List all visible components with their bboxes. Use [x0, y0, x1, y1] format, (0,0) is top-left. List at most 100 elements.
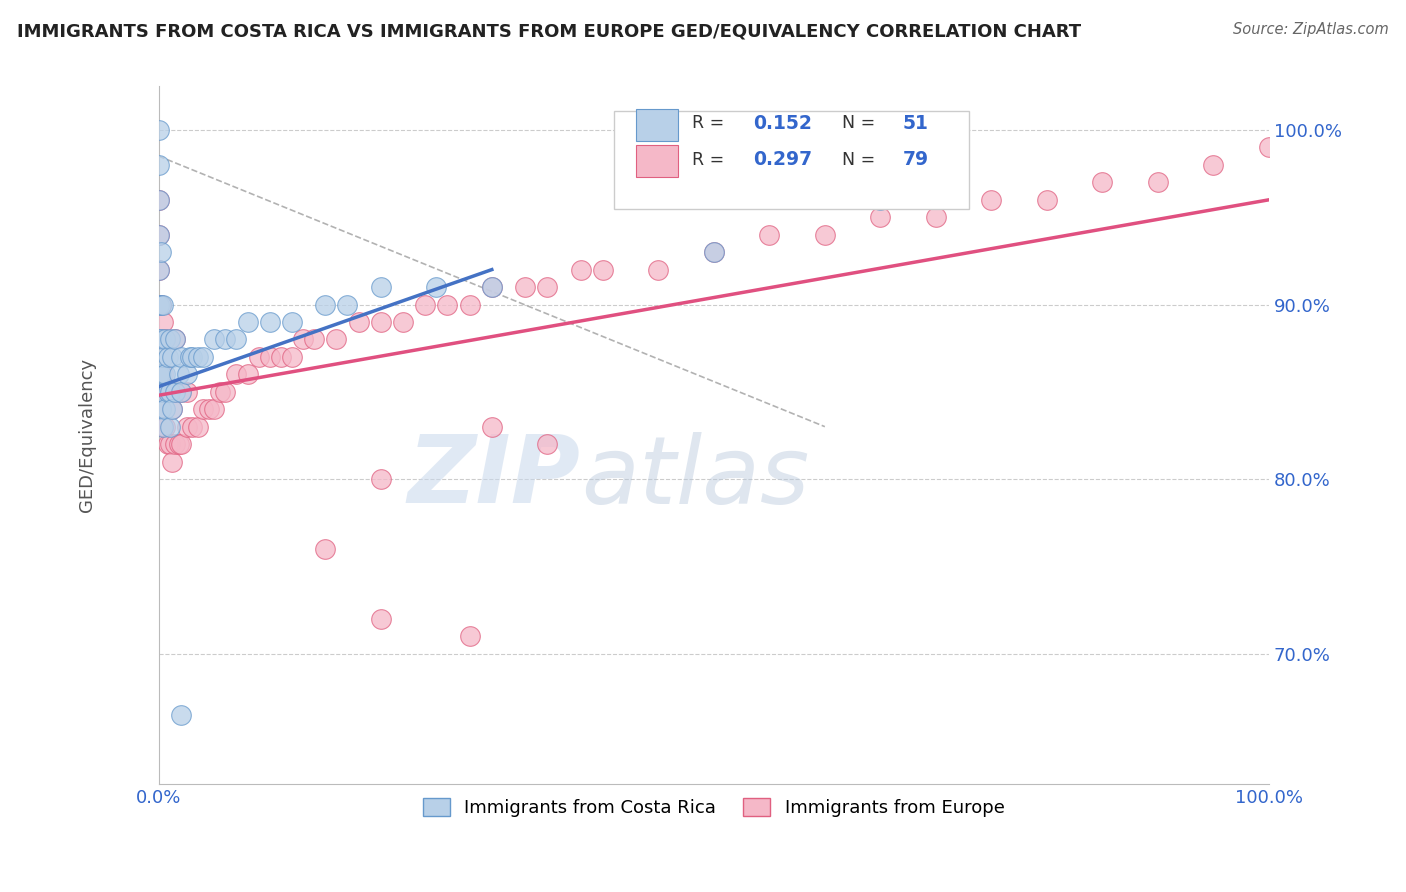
Point — [148, 262, 170, 277]
Point — [155, 368, 177, 382]
Point — [370, 612, 392, 626]
Point — [179, 350, 201, 364]
FancyBboxPatch shape — [614, 111, 969, 209]
Point — [150, 402, 173, 417]
Legend: Immigrants from Costa Rica, Immigrants from Europe: Immigrants from Costa Rica, Immigrants f… — [416, 790, 1012, 824]
Point — [170, 384, 193, 399]
Point — [150, 297, 173, 311]
Point — [980, 193, 1002, 207]
Point — [148, 297, 170, 311]
Point — [647, 262, 669, 277]
Point — [187, 419, 209, 434]
Point — [281, 315, 304, 329]
Point — [152, 419, 174, 434]
Text: 51: 51 — [903, 114, 928, 133]
Point — [392, 315, 415, 329]
Point — [170, 437, 193, 451]
Point — [259, 350, 281, 364]
Bar — [636, 109, 678, 141]
Point — [150, 402, 173, 417]
Point — [159, 437, 181, 451]
Point — [336, 297, 359, 311]
Text: N =: N = — [842, 114, 875, 132]
Point — [325, 333, 347, 347]
Point — [481, 280, 503, 294]
Text: 79: 79 — [903, 150, 929, 169]
Point — [214, 333, 236, 347]
Text: R =: R = — [692, 114, 724, 132]
Point — [270, 350, 292, 364]
Point — [148, 368, 170, 382]
Point — [225, 333, 247, 347]
Point — [176, 384, 198, 399]
Point — [165, 384, 187, 399]
Point — [202, 333, 225, 347]
Point — [314, 541, 336, 556]
Text: 0.297: 0.297 — [752, 150, 811, 169]
Point — [150, 297, 173, 311]
Point — [159, 419, 181, 434]
Point — [167, 368, 190, 382]
Point — [370, 472, 392, 486]
Y-axis label: GED/Equivalency: GED/Equivalency — [79, 359, 96, 513]
Point — [148, 158, 170, 172]
Point — [165, 333, 187, 347]
Point — [159, 333, 181, 347]
Point — [536, 280, 558, 294]
Point — [236, 368, 259, 382]
Point — [152, 297, 174, 311]
Point — [155, 333, 177, 347]
Point — [247, 350, 270, 364]
Point — [425, 280, 447, 294]
Point — [152, 350, 174, 364]
Point — [347, 315, 370, 329]
Point — [458, 629, 481, 643]
Text: IMMIGRANTS FROM COSTA RICA VS IMMIGRANTS FROM EUROPE GED/EQUIVALENCY CORRELATION: IMMIGRANTS FROM COSTA RICA VS IMMIGRANTS… — [17, 22, 1081, 40]
Point — [370, 280, 392, 294]
Point — [513, 280, 536, 294]
Point — [176, 368, 198, 382]
Text: N =: N = — [842, 151, 875, 169]
Point — [148, 333, 170, 347]
Point — [181, 419, 204, 434]
Point — [152, 368, 174, 382]
Point — [869, 193, 891, 207]
Point — [208, 384, 231, 399]
Point — [193, 350, 215, 364]
Text: 0.152: 0.152 — [752, 114, 811, 133]
Point — [302, 333, 325, 347]
Point — [148, 297, 170, 311]
Point — [413, 297, 436, 311]
Point — [592, 262, 614, 277]
Point — [150, 333, 173, 347]
Text: ZIP: ZIP — [408, 431, 581, 524]
Point — [156, 384, 179, 399]
Point — [155, 384, 177, 399]
Point — [202, 402, 225, 417]
Point — [155, 333, 177, 347]
Point — [458, 297, 481, 311]
Point — [148, 368, 170, 382]
Point — [370, 315, 392, 329]
Point — [869, 211, 891, 225]
Point — [150, 368, 173, 382]
Point — [167, 437, 190, 451]
Point — [236, 315, 259, 329]
Point — [1147, 175, 1170, 189]
Point — [148, 262, 170, 277]
Point — [150, 333, 173, 347]
Point — [156, 384, 179, 399]
Point — [159, 384, 181, 399]
Point — [155, 402, 177, 417]
Point — [703, 245, 725, 260]
Point — [170, 384, 193, 399]
Point — [148, 227, 170, 242]
Point — [165, 437, 187, 451]
Point — [150, 245, 173, 260]
Text: atlas: atlas — [581, 432, 808, 523]
Point — [1258, 140, 1281, 154]
Point — [148, 333, 170, 347]
Point — [1091, 175, 1114, 189]
Point — [197, 402, 219, 417]
Point — [187, 350, 209, 364]
